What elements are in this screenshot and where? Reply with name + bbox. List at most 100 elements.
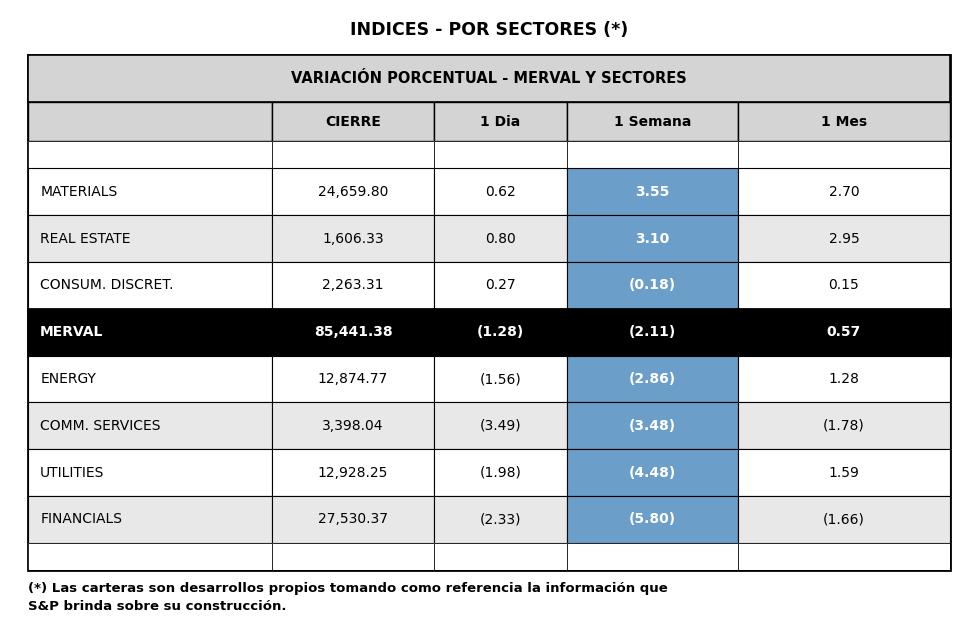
Bar — [738, 543, 950, 570]
Bar — [738, 215, 950, 262]
Bar — [433, 543, 568, 570]
Bar — [433, 168, 568, 215]
Bar — [28, 215, 273, 262]
Bar — [28, 543, 273, 570]
Bar — [28, 141, 273, 168]
Bar — [28, 102, 273, 141]
Bar — [738, 543, 950, 570]
Bar — [28, 449, 273, 496]
Bar — [433, 141, 568, 168]
Bar — [568, 102, 738, 141]
Bar — [28, 55, 950, 570]
Text: 12,928.25: 12,928.25 — [318, 465, 389, 480]
Bar — [568, 309, 738, 356]
Text: FINANCIALS: FINANCIALS — [40, 512, 122, 526]
Bar — [568, 168, 738, 215]
Text: 2.70: 2.70 — [829, 185, 859, 199]
Text: 85,441.38: 85,441.38 — [314, 325, 393, 339]
Text: S&P brinda sobre su construcción.: S&P brinda sobre su construcción. — [28, 600, 286, 613]
Bar — [433, 215, 568, 262]
Bar — [738, 102, 950, 141]
Bar — [28, 309, 273, 356]
Bar — [273, 449, 433, 496]
Bar — [28, 543, 273, 570]
Bar — [568, 543, 738, 570]
Text: REAL ESTATE: REAL ESTATE — [40, 232, 131, 246]
Bar — [738, 102, 950, 141]
Bar — [568, 168, 738, 215]
Bar — [433, 262, 568, 309]
Bar — [273, 215, 433, 262]
Text: (1.28): (1.28) — [477, 325, 524, 339]
Bar — [273, 543, 433, 570]
Bar — [28, 141, 273, 168]
Text: UTILITIES: UTILITIES — [40, 465, 104, 480]
Bar — [28, 168, 273, 215]
Text: (5.80): (5.80) — [629, 512, 676, 526]
Bar — [28, 496, 273, 543]
Bar — [433, 168, 568, 215]
Bar — [273, 356, 433, 403]
Bar — [273, 262, 433, 309]
Text: (2.11): (2.11) — [629, 325, 676, 339]
Text: INDICES - POR SECTORES (*): INDICES - POR SECTORES (*) — [350, 21, 628, 39]
Bar — [738, 403, 950, 449]
Bar — [433, 141, 568, 168]
Text: 1 Semana: 1 Semana — [614, 114, 692, 128]
Bar — [568, 309, 738, 356]
Bar — [433, 102, 568, 141]
Bar — [273, 403, 433, 449]
Bar — [273, 309, 433, 356]
Text: (3.48): (3.48) — [629, 419, 676, 433]
Bar — [433, 356, 568, 403]
Text: (1.56): (1.56) — [479, 372, 521, 386]
Bar — [568, 449, 738, 496]
Bar — [28, 168, 273, 215]
Text: 24,659.80: 24,659.80 — [318, 185, 389, 199]
Text: CIERRE: CIERRE — [325, 114, 381, 128]
Bar — [273, 309, 433, 356]
Text: (2.33): (2.33) — [480, 512, 521, 526]
Bar — [568, 496, 738, 543]
Bar — [568, 403, 738, 449]
Bar — [28, 262, 273, 309]
Bar — [568, 141, 738, 168]
Bar — [568, 215, 738, 262]
Bar — [738, 141, 950, 168]
Bar — [433, 309, 568, 356]
Text: 1 Dia: 1 Dia — [480, 114, 521, 128]
Text: 0.62: 0.62 — [485, 185, 516, 199]
Bar — [568, 215, 738, 262]
Text: COMM. SERVICES: COMM. SERVICES — [40, 419, 161, 433]
Bar — [738, 168, 950, 215]
Bar — [738, 449, 950, 496]
Text: (3.49): (3.49) — [480, 419, 521, 433]
Text: 3.55: 3.55 — [635, 185, 670, 199]
Text: (2.86): (2.86) — [629, 372, 676, 386]
Text: 27,530.37: 27,530.37 — [318, 512, 388, 526]
Bar — [28, 403, 273, 449]
Text: (4.48): (4.48) — [629, 465, 676, 480]
Bar — [433, 403, 568, 449]
Bar — [28, 102, 273, 141]
Bar — [568, 102, 738, 141]
Bar — [273, 496, 433, 543]
Bar — [738, 356, 950, 403]
Bar — [433, 215, 568, 262]
Bar — [28, 215, 273, 262]
Bar — [273, 496, 433, 543]
Bar — [433, 102, 568, 141]
Text: ENERGY: ENERGY — [40, 372, 96, 386]
Bar — [433, 403, 568, 449]
Bar — [28, 403, 273, 449]
Text: 3,398.04: 3,398.04 — [322, 419, 384, 433]
Bar — [433, 543, 568, 570]
Text: 1 Mes: 1 Mes — [821, 114, 867, 128]
Bar — [738, 262, 950, 309]
Text: 3.10: 3.10 — [635, 232, 670, 246]
Bar — [738, 262, 950, 309]
Bar — [568, 449, 738, 496]
Bar — [273, 168, 433, 215]
Bar — [28, 356, 273, 403]
Bar — [568, 262, 738, 309]
